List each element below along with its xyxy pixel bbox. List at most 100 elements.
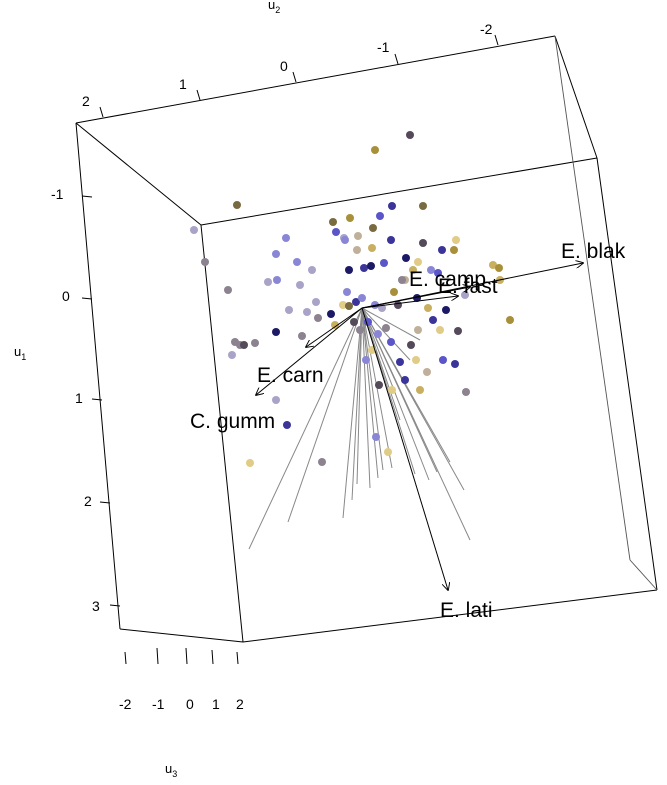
scatter-point <box>451 360 459 368</box>
scatter-point <box>345 266 353 274</box>
scatter-point <box>375 381 383 389</box>
grey-ray <box>361 307 384 471</box>
scatter-point <box>416 386 424 394</box>
scatter-point <box>495 264 503 272</box>
scatter-point <box>272 328 280 336</box>
grey-ray <box>361 307 371 489</box>
biplot-arrow-label: E. lati <box>440 599 493 622</box>
u1-tick <box>81 195 93 198</box>
scatter-point <box>224 286 232 294</box>
scatter-point <box>380 259 388 267</box>
scatter-point <box>350 318 358 326</box>
scatter-point <box>407 341 415 349</box>
scatter-point <box>228 351 236 359</box>
scatter-point <box>452 236 460 244</box>
scatter-point <box>367 262 375 270</box>
u3-axis-title: u3 <box>165 761 177 779</box>
scatter-point <box>303 308 311 316</box>
scatter-point <box>414 258 422 266</box>
box-edge-bottom-front <box>242 589 658 643</box>
scatter-point <box>412 356 420 364</box>
scatter-point <box>396 358 404 366</box>
scatter-point <box>339 301 347 309</box>
u2-tick <box>196 89 201 101</box>
grey-ray <box>361 307 465 491</box>
scatter-point <box>362 356 370 364</box>
scatter-point <box>424 304 432 312</box>
scatter-point <box>264 278 272 286</box>
scatter-point <box>384 448 392 456</box>
box-edge-left-back <box>75 122 202 226</box>
scatter-point <box>285 306 293 314</box>
scatter-point <box>388 202 396 210</box>
u2-tick-label: 1 <box>179 76 187 92</box>
scatter-point <box>442 306 450 314</box>
u2-tick <box>292 71 297 83</box>
grey-ray <box>361 307 421 341</box>
scatter-point <box>346 214 354 222</box>
scatter-point <box>358 294 366 302</box>
box-edge-right-back <box>554 35 598 159</box>
u1-tick <box>99 501 111 504</box>
u2-tick-label: 2 <box>82 93 90 109</box>
scatter-point <box>251 339 259 347</box>
u3-tick-label: 1 <box>212 696 220 712</box>
scatter-point <box>240 341 248 349</box>
scatter-point <box>283 421 291 429</box>
box-edge-right-vertical <box>596 157 658 591</box>
grey-ray <box>248 307 363 550</box>
scatter-point <box>231 338 239 346</box>
u3-tick <box>211 649 214 665</box>
u3-tick-label: -1 <box>152 696 165 712</box>
u2-tick-label: -1 <box>377 39 390 55</box>
u1-tick-label: 2 <box>84 493 92 509</box>
scatter-point <box>414 326 422 334</box>
scatter-point <box>419 202 427 210</box>
u2-axis-title: u2 <box>268 0 280 15</box>
grey-ray <box>361 307 379 479</box>
scatter-point <box>312 298 320 306</box>
u3-tick <box>156 647 159 665</box>
scatter-point <box>233 201 241 209</box>
scatter-point <box>402 254 410 262</box>
scatter-point <box>372 433 380 441</box>
u1-tick <box>109 604 121 607</box>
box-edge-bottom-left <box>119 628 244 643</box>
scatter-point <box>298 332 306 340</box>
u3-tick <box>185 647 188 665</box>
u3-tick-label: -2 <box>119 696 132 712</box>
grey-rays <box>248 307 471 550</box>
u3-tick-label: 0 <box>186 696 194 712</box>
scatter-point <box>296 281 304 289</box>
scatter-point <box>273 276 281 284</box>
scatter-point <box>371 146 379 154</box>
scatter-point <box>353 246 361 254</box>
scatter-point <box>201 258 209 266</box>
scatter-point <box>314 314 322 322</box>
u2-tick-label: 0 <box>280 58 288 74</box>
biplot-arrow <box>361 287 470 309</box>
scatter-point <box>327 310 335 318</box>
scatter-point <box>450 246 458 254</box>
scatter-point <box>272 396 280 404</box>
scatter-point <box>343 288 351 296</box>
scatter-point <box>329 218 337 226</box>
scatter-point <box>374 330 382 338</box>
u1-tick-label: 3 <box>92 598 100 614</box>
scatter-point <box>436 326 444 334</box>
u1-tick-label: 1 <box>75 390 83 406</box>
u2-tick-label: -2 <box>480 21 493 37</box>
biplot-arrow <box>361 296 458 309</box>
biplot-arrow <box>256 307 363 395</box>
box-edge-inner-vertical <box>554 35 631 561</box>
scatter-point <box>360 264 368 272</box>
scatter-point <box>387 236 395 244</box>
biplot-arrow-label: E. fast <box>438 275 498 298</box>
scatter-point <box>376 212 384 220</box>
scatter-point <box>401 376 409 384</box>
scatter-point <box>246 459 254 467</box>
scatter-point <box>434 269 442 277</box>
box-edge-inner-bottom <box>629 559 658 591</box>
box-edge-top-back <box>75 35 556 124</box>
